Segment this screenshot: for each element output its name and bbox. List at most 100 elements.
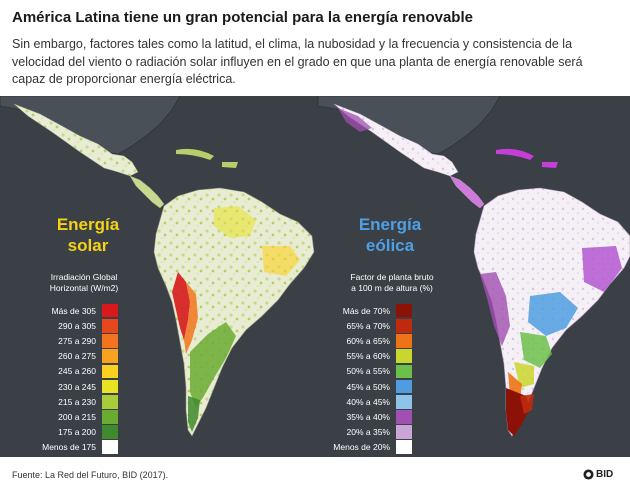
solar-legend-row: Menos de 175 (20, 440, 118, 455)
solar-legend-row: 200 a 215 (20, 409, 118, 424)
wind-legend-swatch (396, 303, 412, 318)
wind-legend-title-line2: a 100 m de altura (%) (351, 283, 433, 293)
solar-legend-row: 230 a 245 (20, 379, 118, 394)
wind-legend-label: Más de 70% (342, 305, 390, 316)
solar-hispaniola (222, 162, 238, 168)
solar-legend-label: 290 a 305 (58, 320, 96, 331)
wind-map (317, 96, 630, 437)
wind-legend-row: 45% a 50% (320, 379, 412, 394)
solar-map-title: Energía solar (48, 214, 128, 256)
wind-legend-row: Menos de 20% (320, 440, 412, 455)
wind-legend-title-line1: Factor de planta bruto (350, 272, 434, 282)
solar-legend-row: 245 a 260 (20, 364, 118, 379)
wind-legend-row: Más de 70% (320, 303, 412, 318)
solar-legend-title: Irradiación Global Horizontal (W/m2) (34, 272, 134, 294)
solar-legend-swatch (102, 349, 118, 363)
wind-legend-label: 55% a 60% (346, 351, 390, 362)
solar-legend-row: 275 a 290 (20, 333, 118, 348)
solar-title-line1: Energía (56, 215, 120, 234)
wind-legend-swatch (396, 410, 412, 424)
solar-legend-label: 245 a 260 (58, 366, 96, 377)
solar-legend-swatch (102, 318, 118, 333)
wind-legend-row: 40% a 45% (320, 394, 412, 409)
solar-legend-label: 200 a 215 (58, 411, 96, 422)
wind-legend: Más de 70% 65% a 70% 60% a 65% 55% a 60% 50%… (320, 303, 412, 455)
solar-legend-label: 230 a 245 (58, 381, 96, 392)
solar-legend-swatch (102, 334, 118, 348)
wind-map-title: Energía eólica (350, 214, 430, 256)
page-subtitle: Sin embargo, factores tales como la lati… (12, 37, 583, 86)
solar-green-south (190, 322, 236, 408)
solar-legend-row: 260 a 275 (20, 349, 118, 364)
wind-blue-green (528, 292, 578, 336)
solar-map (0, 96, 315, 437)
wind-legend-label: Menos de 20% (333, 442, 390, 453)
solar-legend-swatch (102, 425, 118, 439)
wind-title-line1: Energía (358, 215, 422, 234)
wind-central-america (449, 175, 485, 209)
wind-legend-swatch (396, 334, 412, 348)
wind-legend-label: 35% a 40% (346, 411, 390, 422)
wind-legend-row: 55% a 60% (320, 349, 412, 364)
wind-legend-label: 20% a 35% (346, 427, 390, 438)
solar-legend-row: 175 a 200 (20, 425, 118, 440)
solar-legend-label: 175 a 200 (58, 427, 96, 438)
wind-legend-swatch (396, 425, 412, 439)
wind-cuba (496, 148, 534, 160)
solar-legend-swatch (102, 303, 118, 318)
solar-dark-green (188, 396, 200, 432)
wind-legend-swatch (396, 379, 412, 394)
wind-green (520, 332, 552, 368)
solar-cuba (176, 148, 214, 160)
solar-legend-label: 215 a 230 (58, 396, 96, 407)
solar-legend-label: Menos de 175 (42, 442, 96, 453)
solar-legend: Más de 305 290 a 305 275 a 290 260 a 275 245… (20, 303, 118, 455)
solar-legend-label: Más de 305 (51, 305, 96, 316)
solar-yellow-north (214, 206, 256, 238)
solar-legend-swatch (102, 440, 118, 455)
wind-legend-label: 50% a 55% (346, 366, 390, 377)
bid-logo-text: BID (596, 468, 614, 480)
solar-legend-title-line1: Irradiación Global (50, 272, 118, 282)
wind-legend-row: 20% a 35% (320, 425, 412, 440)
solar-orange-band (184, 282, 198, 354)
wind-hispaniola (542, 162, 558, 168)
wind-purple-east (582, 246, 622, 292)
map-panel: Energía solar Energía eólica Irradiación… (0, 96, 630, 457)
wind-legend-label: 65% a 70% (346, 320, 390, 331)
bid-logo-icon (583, 468, 594, 480)
solar-legend-swatch (102, 410, 118, 424)
solar-legend-swatch (102, 364, 118, 379)
wind-legend-label: 60% a 65% (346, 335, 390, 346)
wind-legend-label: 40% a 45% (346, 396, 390, 407)
wind-legend-row: 35% a 40% (320, 409, 412, 424)
solar-yellow-east (262, 246, 300, 276)
solar-legend-title-line2: Horizontal (W/m2) (49, 283, 119, 293)
solar-legend-label: 260 a 275 (58, 351, 96, 362)
wind-legend-swatch (396, 394, 412, 409)
solar-legend-label: 275 a 290 (58, 335, 96, 346)
wind-legend-row: 60% a 65% (320, 333, 412, 348)
solar-legend-swatch (102, 379, 118, 394)
wind-mexico-purple (338, 108, 372, 132)
page-title: América Latina tiene un gran potencial p… (12, 9, 473, 26)
wind-red (520, 394, 534, 414)
bid-logo: BID (583, 466, 623, 482)
wind-legend-swatch (396, 440, 412, 455)
wind-title-line2: eólica (365, 236, 415, 255)
wind-legend-title: Factor de planta bruto a 100 m de altura… (334, 272, 450, 294)
solar-central-america (129, 175, 165, 209)
wind-purple-band (480, 272, 510, 346)
source-footer: Fuente: La Red del Futuro, BID (2017). (12, 470, 169, 480)
wind-legend-swatch (396, 349, 412, 363)
solar-legend-row: Más de 305 (20, 303, 118, 318)
wind-legend-swatch (396, 364, 412, 379)
solar-legend-row: 290 a 305 (20, 318, 118, 333)
wind-legend-row: 50% a 55% (320, 364, 412, 379)
wind-legend-swatch (396, 318, 412, 333)
solar-legend-row: 215 a 230 (20, 394, 118, 409)
solar-high-irradiance (172, 272, 190, 340)
wind-legend-label: 45% a 50% (346, 381, 390, 392)
wind-legend-row: 65% a 70% (320, 318, 412, 333)
solar-title-line2: solar (67, 236, 109, 255)
